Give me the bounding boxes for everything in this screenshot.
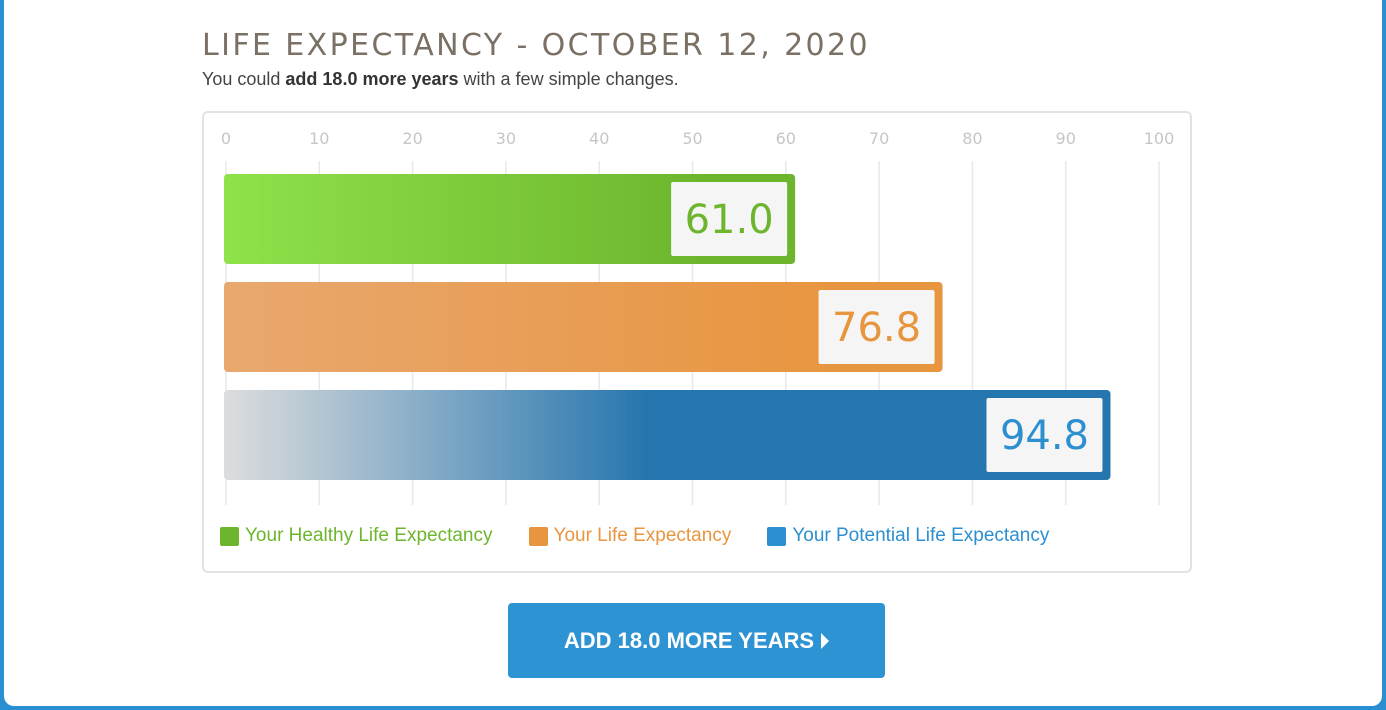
x-tick-label: 70 [869,129,889,148]
page-title: LIFE EXPECTANCY - OCTOBER 12, 2020 [202,28,871,63]
legend-item: Your Healthy Life Expectancy [220,525,493,547]
chart-legend: Your Healthy Life Expectancy Your Life Ex… [220,525,1085,547]
legend-item: Your Potential Life Expectancy [767,525,1049,547]
x-tick-label: 40 [589,129,609,148]
page-subtitle: You could add 18.0 more years with a few… [202,69,679,90]
data-label: 76.8 [832,305,921,351]
legend-swatch [767,526,787,546]
x-tick-label: 50 [682,129,702,148]
x-tick-label: 100 [1144,129,1175,148]
x-tick-label: 20 [402,129,422,148]
add-years-button[interactable]: ADD 18.0 MORE YEARS [508,603,885,678]
x-tick-label: 0 [221,129,231,148]
data-label: 61.0 [685,197,774,243]
data-label: 94.8 [1000,413,1089,459]
subtitle-highlight: add 18.0 more years [285,69,459,89]
bar [224,174,796,264]
legend-label: Your Healthy Life Expectancy [245,525,493,546]
bar [224,282,943,372]
legend-label: Your Life Expectancy [553,525,732,546]
subtitle-suffix: with a few simple changes. [458,69,679,89]
x-tick-label: 90 [1056,129,1076,148]
chevron-right-icon [821,632,830,649]
legend-label: Your Potential Life Expectancy [792,525,1050,546]
data-label-box [818,290,935,364]
data-label-box [986,398,1103,472]
chart-canvas: 0 10 20 30 40 50 60 70 80 90 100 61.0 76.8 94.8 [221,129,1175,505]
legend-swatch [220,526,239,546]
x-tick-label: 10 [309,129,329,148]
x-tick-label: 30 [496,129,516,148]
legend-swatch [528,526,548,546]
legend-item: Your Life Expectancy [528,525,732,547]
bar [224,390,1111,480]
subtitle-prefix: You could [202,69,286,89]
x-tick-label: 60 [776,129,796,148]
life-expectancy-chart: 0 10 20 30 40 50 60 70 80 90 100 61.0 76.8 94.8 Your … [202,111,1192,573]
results-card: LIFE EXPECTANCY - OCTOBER 12, 2020 You c… [4,0,1382,706]
data-label-box [671,182,788,256]
add-years-button-label: ADD 18.0 MORE YEARS [563,627,815,653]
x-tick-label: 80 [962,129,982,148]
